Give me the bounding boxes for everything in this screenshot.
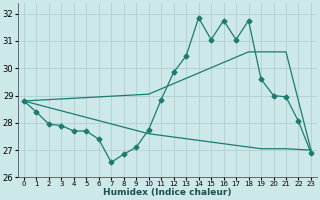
X-axis label: Humidex (Indice chaleur): Humidex (Indice chaleur) bbox=[103, 188, 232, 197]
